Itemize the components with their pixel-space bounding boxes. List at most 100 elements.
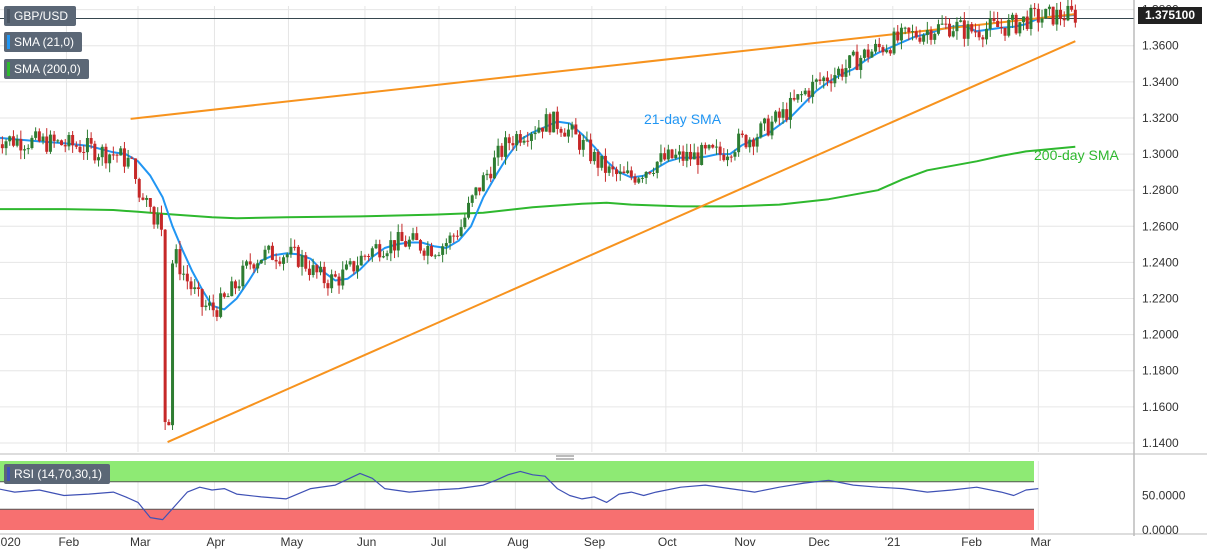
candle-body xyxy=(160,214,163,230)
candle-body xyxy=(204,306,207,307)
x-tick-label: Feb xyxy=(961,535,982,549)
candle-body xyxy=(682,151,685,160)
candle-body xyxy=(412,233,415,240)
candle-body xyxy=(637,178,640,182)
candle-body xyxy=(167,422,170,425)
candle-body xyxy=(608,166,611,172)
candle-body xyxy=(841,69,844,77)
candle-body xyxy=(271,246,274,260)
candle-body xyxy=(911,31,914,32)
candle-body xyxy=(937,24,940,34)
candle-body xyxy=(560,129,563,133)
candle-body xyxy=(815,79,818,81)
candle-body xyxy=(164,230,167,422)
candle-body xyxy=(719,147,722,155)
candle-body xyxy=(578,134,581,149)
candle-body xyxy=(286,254,289,257)
candle-body xyxy=(34,131,37,138)
candle-body xyxy=(867,50,870,58)
candle-body xyxy=(190,281,193,289)
candle-body xyxy=(992,18,995,20)
candle-body xyxy=(104,147,107,163)
candle-body xyxy=(460,227,463,236)
legend-rsi[interactable]: RSI (14,70,30,1) xyxy=(4,464,110,484)
candle-body xyxy=(256,263,259,268)
candle-body xyxy=(733,152,736,157)
candle-body xyxy=(404,241,407,247)
candle-body xyxy=(334,274,337,276)
legend-pair[interactable]: GBP/USD xyxy=(4,6,76,26)
candle-body xyxy=(944,24,947,25)
candle-body xyxy=(478,187,481,191)
candle-body xyxy=(260,260,263,263)
candle-body xyxy=(1063,19,1066,21)
candle-body xyxy=(530,134,533,141)
candle-body xyxy=(552,112,555,133)
rsi-overbought-zone xyxy=(0,461,1034,482)
candle-body xyxy=(863,50,866,58)
candle-body xyxy=(1029,8,1032,29)
candle-body xyxy=(726,157,729,161)
candle-body xyxy=(489,174,492,178)
candle-body xyxy=(763,119,766,124)
candle-body xyxy=(696,152,699,165)
candle-body xyxy=(474,187,477,195)
candle-body xyxy=(582,140,585,150)
candle-body xyxy=(811,82,814,97)
candle-body xyxy=(634,177,637,183)
x-tick-label: '21 xyxy=(885,535,901,549)
candle-body xyxy=(563,133,566,137)
candle-body xyxy=(1000,27,1003,28)
candle-body xyxy=(597,152,600,168)
candle-body xyxy=(360,256,363,266)
candle-body xyxy=(423,251,426,256)
candle-body xyxy=(844,68,847,77)
candle-body xyxy=(1,144,4,148)
candle-body xyxy=(900,28,903,41)
candle-body xyxy=(201,289,204,307)
candle-body xyxy=(397,232,400,250)
candle-body xyxy=(430,246,433,256)
candle-body xyxy=(589,140,592,162)
candle-body xyxy=(153,207,156,225)
y-tick-label: 1.2000 xyxy=(1142,328,1179,342)
legend-sma21[interactable]: SMA (21,0) xyxy=(4,32,82,52)
candle-body xyxy=(23,149,26,150)
candle-body xyxy=(441,246,444,255)
candle-body xyxy=(667,150,670,160)
candle-body xyxy=(130,158,133,159)
candle-body xyxy=(212,302,215,310)
candle-body xyxy=(79,147,82,152)
candle-body xyxy=(1066,6,1069,20)
lower-trendline xyxy=(168,41,1076,442)
candle-body xyxy=(1048,7,1051,9)
candle-body xyxy=(326,283,329,288)
candle-body xyxy=(456,236,459,237)
candle-body xyxy=(767,119,770,136)
candle-body xyxy=(1007,20,1010,36)
candle-body xyxy=(415,233,418,240)
candle-body xyxy=(674,155,677,158)
candle-body xyxy=(64,145,67,146)
legend-sma200[interactable]: SMA (200,0) xyxy=(4,59,89,79)
candle-body xyxy=(508,137,511,143)
candle-body xyxy=(1052,7,1055,25)
candle-body xyxy=(534,133,537,134)
y-tick-label: 1.3000 xyxy=(1142,147,1179,161)
candle-body xyxy=(1059,10,1062,19)
candle-body xyxy=(967,24,970,39)
candle-body xyxy=(974,31,977,32)
candle-body xyxy=(119,148,122,155)
candle-body xyxy=(722,155,725,160)
candle-body xyxy=(904,28,907,29)
x-tick-label: Apr xyxy=(206,535,225,549)
candle-body xyxy=(352,261,355,271)
x-tick-label: Sep xyxy=(584,535,606,549)
candle-body xyxy=(782,109,785,118)
candle-body xyxy=(970,24,973,31)
candle-body xyxy=(756,137,759,146)
candle-body xyxy=(30,138,33,148)
candle-body xyxy=(693,152,696,159)
candle-body xyxy=(175,249,178,263)
candle-body xyxy=(545,114,548,132)
